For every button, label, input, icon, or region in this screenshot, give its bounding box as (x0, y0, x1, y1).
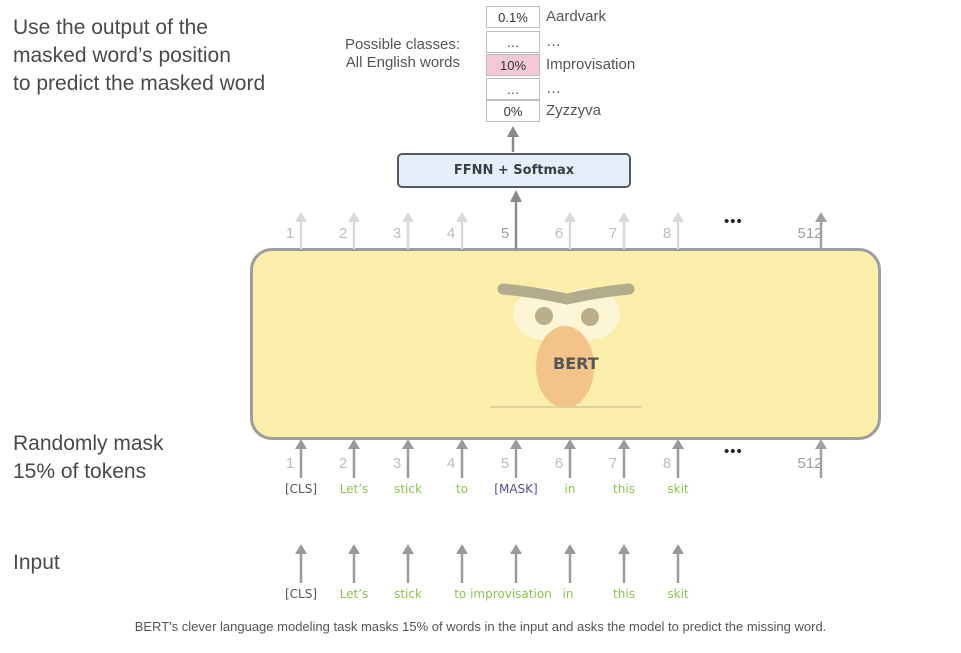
mid-arrow-2 (348, 439, 360, 478)
bert-nose (536, 326, 594, 408)
masked-token-6: in (564, 482, 576, 496)
ffnn-softmax-box: FFNN + Softmax (397, 153, 631, 188)
arrow-ffnn-to-classes (507, 126, 519, 152)
mid-arrow-1 (295, 439, 307, 478)
mid-arrow-9 (815, 439, 827, 478)
top-ellipsis: ••• (724, 213, 743, 230)
top-arrow-7 (618, 212, 630, 249)
top-position-5: 5 (500, 225, 510, 242)
top-position-6: 6 (554, 225, 564, 242)
mask-instruction-line2: 15% of tokens (13, 460, 147, 483)
mask-instruction-line1: Randomly mask (13, 432, 164, 455)
figure-caption: BERT's clever language modeling task mas… (134, 619, 827, 634)
mid-arrow-7 (618, 439, 630, 478)
right-eye (581, 308, 599, 326)
prob-cell-improvisation: 10% (486, 54, 540, 76)
mid-position-4: 4 (446, 455, 456, 472)
top-arrow-1 (295, 212, 307, 249)
prob-word-ellipsis-1: … (546, 33, 561, 50)
classes-label-line2: All English words (345, 54, 460, 71)
mid-position-2: 2 (338, 455, 348, 472)
classes-label-line1: Possible classes: (344, 36, 460, 53)
input-token-4: to improvisation (454, 587, 552, 601)
top-instruction-line1: Use the output of the (13, 16, 208, 39)
mid-ellipsis: ••• (724, 443, 743, 460)
mid-arrow-8 (672, 439, 684, 478)
masked-token-8: skit (667, 482, 689, 496)
eyebrows (497, 283, 635, 305)
masked-token-7: this (613, 482, 635, 496)
input-arrow-5 (510, 544, 522, 583)
left-eye (535, 307, 553, 325)
input-token-5: in (562, 587, 574, 601)
top-position-512: 512 (797, 225, 823, 242)
prob-word-aardvark: Aardvark (546, 8, 607, 25)
input-token-2: Let’s (339, 587, 369, 601)
input-arrow-1 (295, 544, 307, 583)
bert-label: BERT (553, 354, 599, 373)
mid-position-7: 7 (608, 455, 618, 472)
top-position-7: 7 (608, 225, 618, 242)
top-instruction: Use the output of the masked word’s posi… (13, 14, 265, 98)
input-arrow-6 (564, 544, 576, 583)
top-instruction-line2: masked word’s position (13, 44, 231, 67)
mid-arrow-3 (402, 439, 414, 478)
masked-token-1: [CLS] (284, 482, 318, 496)
prob-cell-zyzzyva: 0% (486, 100, 540, 122)
input-label: Input (13, 551, 60, 574)
input-arrow-8 (672, 544, 684, 583)
input-token-3: stick (394, 587, 422, 601)
prob-word-improvisation: Improvisation (546, 56, 636, 73)
top-position-8: 8 (662, 225, 672, 242)
top-position-2: 2 (338, 225, 348, 242)
mid-position-6: 6 (554, 455, 564, 472)
arrow-pos5-to-ffnn (510, 190, 522, 249)
classes-label: Possible classes: All English words (300, 36, 460, 72)
prob-cell-ellipsis-1: … (486, 31, 540, 53)
masked-token-2: Let’s (339, 482, 369, 496)
mid-position-8: 8 (662, 455, 672, 472)
top-arrow-9 (815, 212, 827, 249)
input-arrow-3 (402, 544, 414, 583)
input-token-6: this (613, 587, 635, 601)
mid-position-512: 512 (797, 455, 823, 472)
input-token-1: [CLS] (284, 587, 318, 601)
prob-word-zyzzyva: Zyzzyva (546, 102, 602, 119)
masked-token-5: [MASK] (494, 482, 538, 496)
prob-cell-ellipsis-2: … (486, 78, 540, 100)
top-arrow-8 (672, 212, 684, 249)
input-arrow-7 (618, 544, 630, 583)
top-position-4: 4 (446, 225, 456, 242)
masked-token-3: stick (394, 482, 422, 496)
top-arrow-4 (456, 212, 468, 249)
top-position-1: 1 (285, 225, 295, 242)
top-arrow-3 (402, 212, 414, 249)
bert-face (490, 283, 641, 408)
top-instruction-line3: to predict the masked word (13, 72, 266, 95)
prob-cell-aardvark: 0.1% (486, 6, 540, 28)
mid-position-5: 5 (500, 455, 510, 472)
mid-position-3: 3 (392, 455, 402, 472)
mid-position-1: 1 (285, 455, 295, 472)
mask-instruction: Randomly mask 15% of tokens (13, 430, 164, 486)
input-token-7: skit (667, 587, 689, 601)
input-arrow-4 (456, 544, 468, 583)
top-arrow-6 (564, 212, 576, 249)
top-arrow-2 (348, 212, 360, 249)
mid-arrow-4 (456, 439, 468, 478)
input-arrow-2 (348, 544, 360, 583)
mid-arrow-5 (510, 439, 522, 478)
mid-arrow-6 (564, 439, 576, 478)
prob-word-ellipsis-2: … (546, 80, 561, 97)
top-position-3: 3 (392, 225, 402, 242)
masked-token-4: to (455, 482, 469, 496)
